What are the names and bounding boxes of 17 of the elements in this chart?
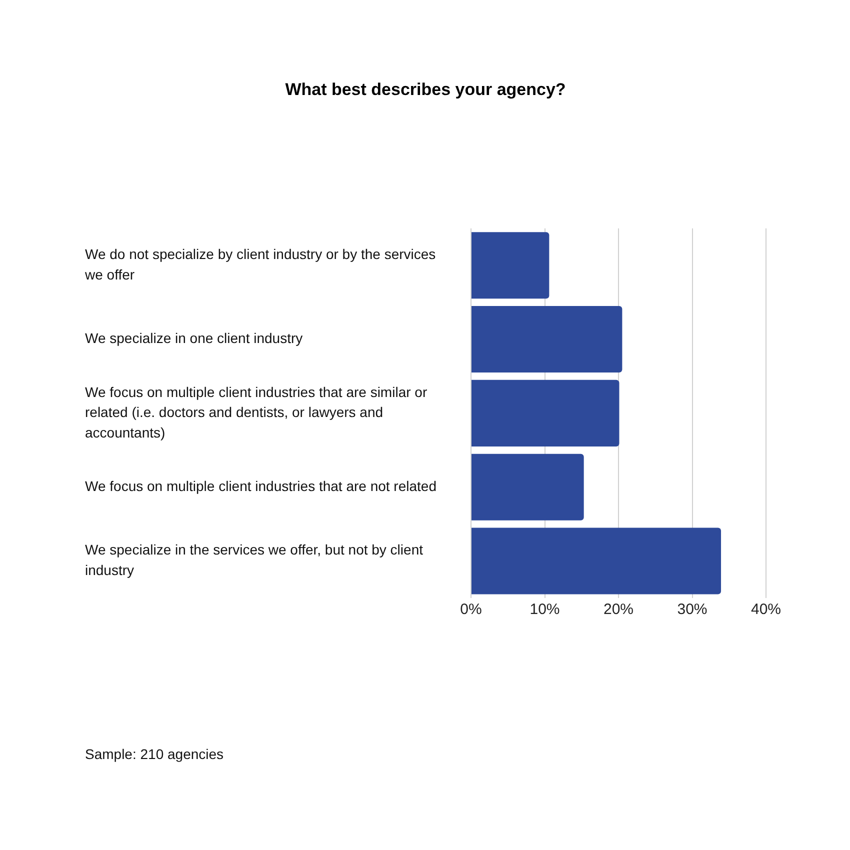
bar [472, 528, 722, 594]
y-tick-label: We specialize in one client industry [85, 330, 303, 346]
bar [472, 380, 620, 446]
x-tick-label: 20% [603, 601, 634, 618]
x-tick-label: 40% [750, 601, 782, 618]
bar [472, 232, 550, 299]
text: Sample: 210 agencies [85, 746, 224, 762]
x-tick-label: 0% [460, 601, 482, 618]
bar [472, 306, 622, 373]
y-tick-label: We specialize in the services we offer, but not by client industry [85, 542, 424, 578]
bar [472, 454, 584, 520]
chart-title: What best describes your agency? [285, 80, 566, 99]
x-tick-label: 30% [677, 601, 708, 618]
y-tick-label: We focus on multiple client industries that are similar or related (i.e. doctors and dentists, or lawyers and accountants) [85, 384, 428, 440]
y-tick-label: We do not specialize by client industry or by the services we offer [84, 246, 436, 282]
y-tick-label: We focus on multiple client industries that are not related [85, 478, 436, 494]
x-tick-label: 10% [530, 601, 560, 618]
